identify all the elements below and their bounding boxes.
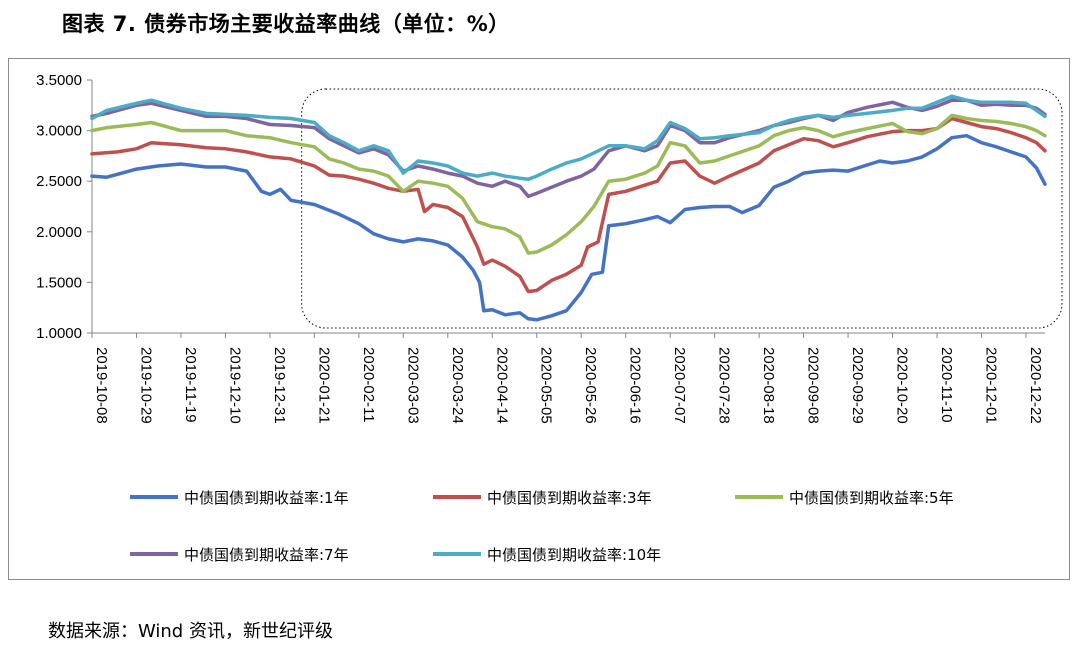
y-tick-label: 2.0000 bbox=[36, 224, 82, 241]
x-tick-label: 2020-07-28 bbox=[716, 347, 733, 424]
x-tick-label: 2020-12-01 bbox=[982, 347, 999, 424]
x-tick-label: 2019-12-31 bbox=[271, 347, 288, 424]
y-tick-label: 3.5000 bbox=[36, 72, 82, 89]
x-tick-label: 2019-12-10 bbox=[226, 347, 243, 424]
x-tick-label: 2020-01-21 bbox=[315, 347, 332, 424]
x-tick-label: 2020-06-16 bbox=[627, 347, 644, 424]
y-tick-label: 1.0000 bbox=[36, 325, 82, 342]
series-line-3y bbox=[90, 116, 1047, 294]
x-tick-label: 2020-02-11 bbox=[360, 347, 377, 423]
y-tick-label: 1.5000 bbox=[36, 274, 82, 291]
y-tick-label: 3.0000 bbox=[36, 123, 82, 140]
series-line-10y bbox=[90, 94, 1047, 181]
x-tick-label: 2019-10-29 bbox=[137, 347, 154, 424]
legend-label-5y: 中债国债到期收益率:5年 bbox=[789, 489, 954, 507]
legend-label-10y: 中债国债到期收益率:10年 bbox=[487, 546, 661, 564]
x-tick-label: 2020-12-22 bbox=[1027, 347, 1044, 424]
x-tick-label: 2020-09-29 bbox=[849, 347, 866, 424]
x-tick-label: 2020-07-07 bbox=[671, 347, 688, 424]
x-tick-label: 2019-11-19 bbox=[182, 347, 199, 423]
x-tick-label: 2020-09-08 bbox=[805, 347, 822, 424]
x-tick-label: 2020-04-14 bbox=[493, 347, 510, 424]
x-tick-label: 2020-05-26 bbox=[582, 347, 599, 424]
series-line-5y bbox=[90, 113, 1047, 255]
x-tick-label: 2020-08-18 bbox=[760, 347, 777, 424]
x-tick-label: 2020-03-03 bbox=[404, 347, 421, 424]
x-tick-label: 2020-03-24 bbox=[449, 347, 466, 424]
legend-label-7y: 中债国债到期收益率:7年 bbox=[184, 546, 349, 564]
y-tick-label: 2.5000 bbox=[36, 173, 82, 190]
x-tick-label: 2020-05-05 bbox=[538, 347, 555, 424]
data-source-note: 数据来源：Wind 资讯，新世纪评级 bbox=[48, 621, 333, 642]
legend-label-3y: 中债国债到期收益率:3年 bbox=[487, 489, 652, 507]
series-line-1y bbox=[90, 133, 1047, 322]
x-tick-label: 2019-10-08 bbox=[93, 347, 110, 424]
figure-title: 图表 7. 债券市场主要收益率曲线（单位：%） bbox=[62, 12, 510, 36]
legend-label-1y: 中债国债到期收益率:1年 bbox=[184, 489, 349, 507]
chart-frame bbox=[8, 58, 1070, 580]
x-tick-label: 2020-10-20 bbox=[894, 347, 911, 424]
highlight-box bbox=[301, 88, 1063, 329]
x-tick-label: 2020-11-10 bbox=[938, 347, 955, 423]
